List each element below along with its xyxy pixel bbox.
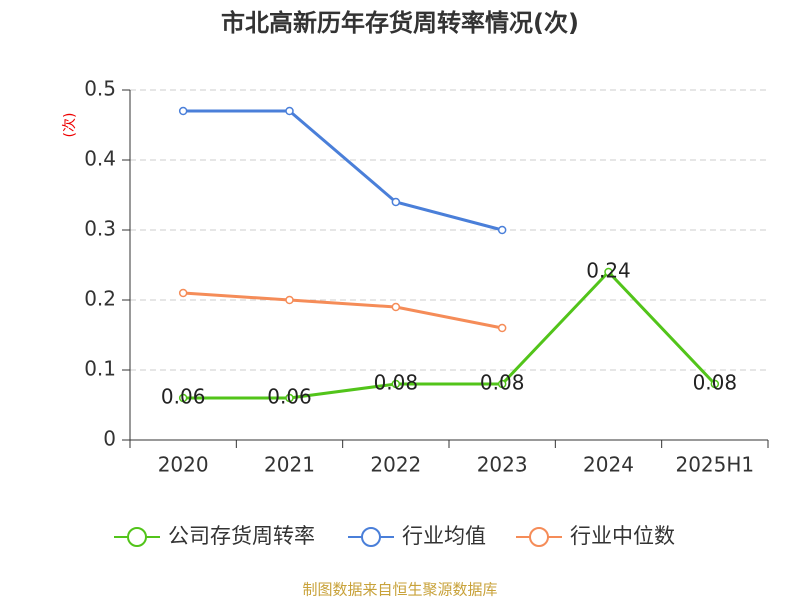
series-line (183, 291, 503, 330)
data-point (178, 288, 188, 298)
y-axis-label: (次) (62, 113, 78, 138)
data-point (497, 225, 507, 235)
series-line (183, 269, 716, 400)
data-point (178, 393, 188, 403)
legend-label[interactable]: 行业均值 (402, 524, 486, 548)
data-label: 0.06 (161, 385, 206, 409)
x-tick-label: 2023 (477, 453, 528, 477)
data-point (391, 197, 401, 207)
data-point (285, 393, 294, 403)
legend-marker (361, 527, 381, 547)
data-point (497, 379, 507, 389)
x-tick-label: 2021 (264, 453, 315, 477)
y-tick-label: 0.5 (84, 77, 116, 101)
series-line (183, 109, 503, 232)
y-tick-label: 0.1 (84, 357, 116, 381)
data-point (391, 302, 401, 312)
data-point (604, 267, 613, 277)
data-label: 0.06 (267, 385, 312, 409)
chart-title: 市北高新历年存货周转率情况(次) (221, 9, 579, 37)
data-point (391, 379, 401, 389)
y-tick-label: 0 (103, 427, 116, 451)
x-tick-label: 2020 (158, 453, 209, 477)
y-tick-label: 0.2 (84, 287, 116, 311)
legend-marker (529, 527, 549, 547)
source-note: 制图数据来自恒生聚源数据库 (302, 581, 497, 599)
x-tick-label: 2025H1 (675, 453, 754, 477)
data-point (497, 323, 507, 333)
data-label: 0.08 (693, 371, 738, 395)
y-tick-label: 0.3 (84, 217, 116, 241)
data-point (285, 106, 294, 116)
y-tick-label: 0.4 (84, 147, 116, 171)
data-label: 0.08 (480, 371, 525, 395)
data-point (285, 295, 294, 305)
data-label: 0.08 (374, 371, 419, 395)
data-point (710, 379, 720, 389)
data-label: 0.24 (586, 259, 631, 283)
legend-label[interactable]: 行业中位数 (570, 524, 675, 548)
x-tick-label: 2024 (583, 453, 634, 477)
data-point (178, 106, 188, 116)
legend-marker (127, 527, 147, 547)
legend-label[interactable]: 公司存货周转率 (168, 524, 315, 548)
x-tick-label: 2022 (370, 453, 421, 477)
